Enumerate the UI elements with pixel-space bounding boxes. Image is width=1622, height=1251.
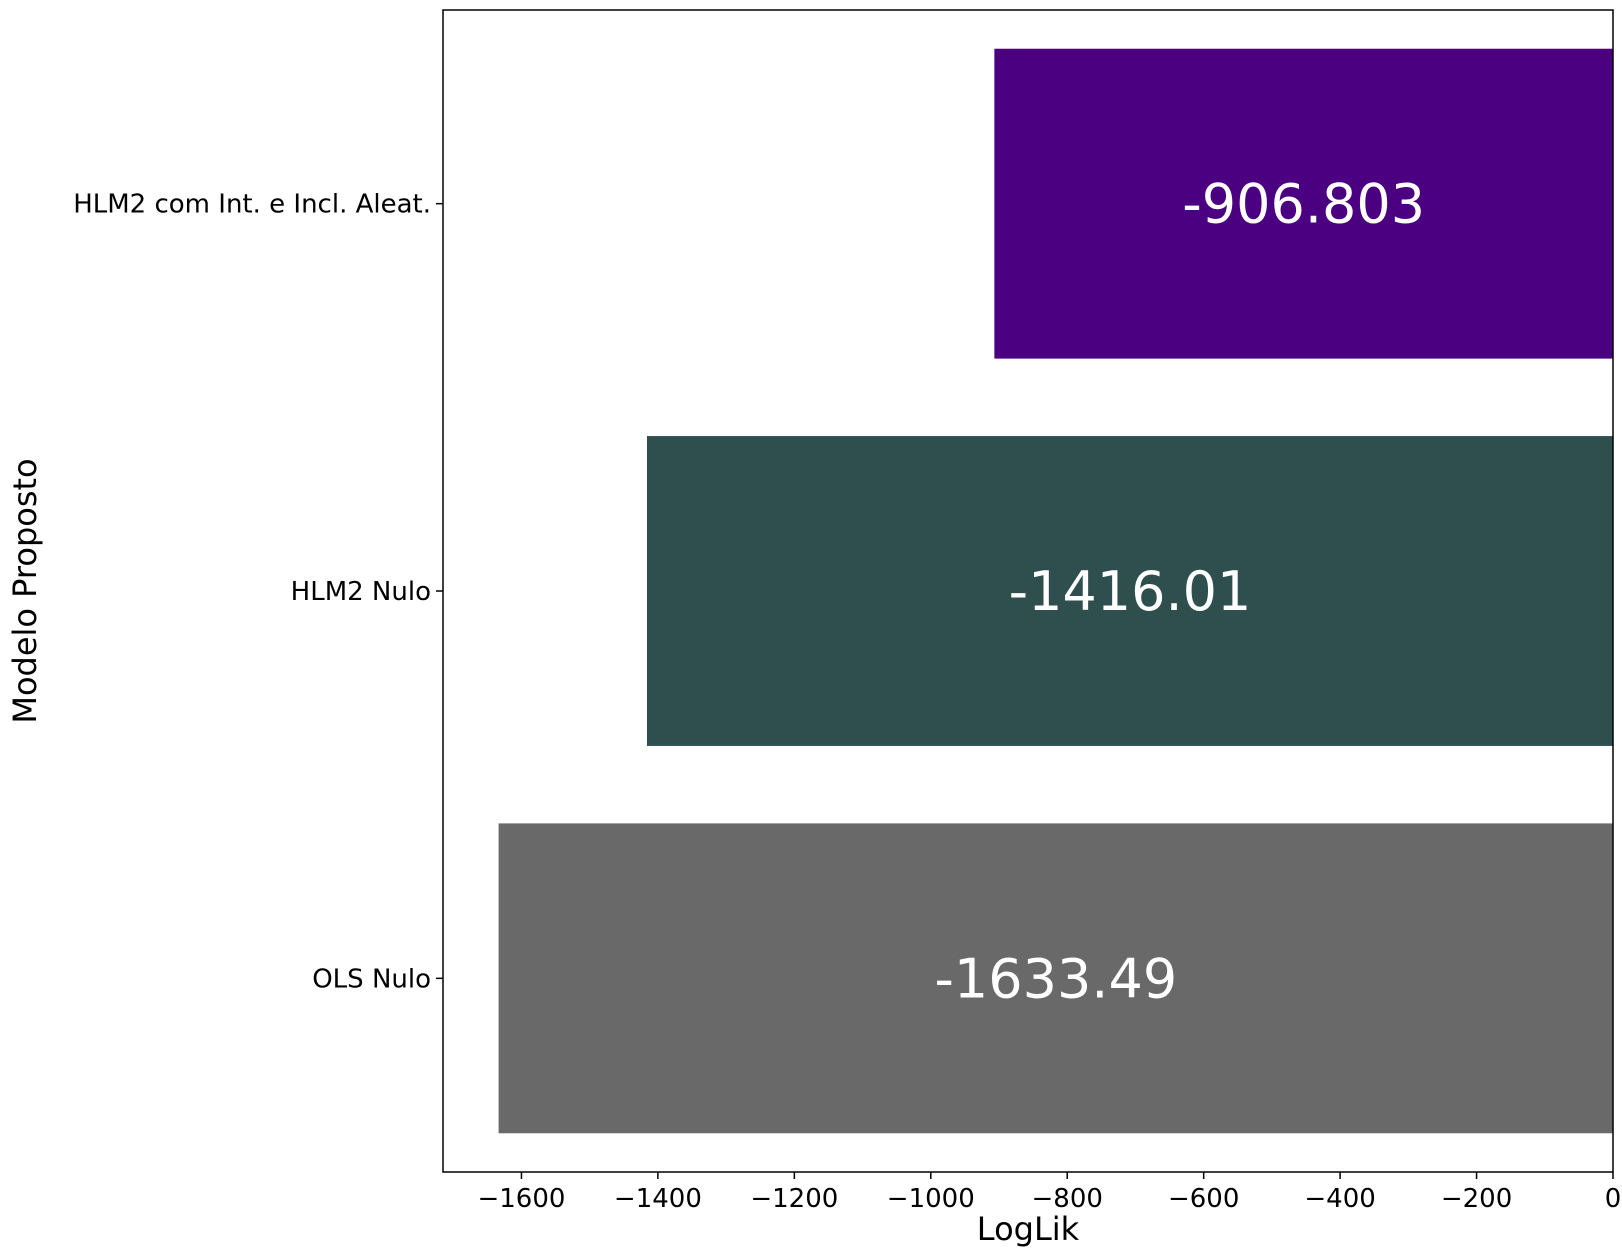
y-tick-label-2: HLM2 Nulo bbox=[291, 577, 431, 607]
x-axis: −1600 −1400 −1200 −1000 −800 −600 −400 −200 0 bbox=[477, 1172, 1621, 1214]
bar-value-label-2: -1416.01 bbox=[1009, 560, 1252, 623]
bar-1 bbox=[994, 48, 1613, 359]
x-tick-label-7: −400 bbox=[1304, 1184, 1375, 1214]
x-tick-label-1: −1600 bbox=[477, 1184, 565, 1214]
x-tick-label-9: 0 bbox=[1605, 1184, 1622, 1214]
y-axis-title: Modelo Proposto bbox=[6, 458, 44, 723]
y-axis: HLM2 com Int. e Incl. Aleat. HLM2 Nulo OLS… bbox=[73, 190, 443, 994]
bars-layer bbox=[498, 48, 1613, 1134]
x-tick-label-5: −800 bbox=[1032, 1184, 1103, 1214]
bar-value-label-1: -906.803 bbox=[1182, 173, 1425, 236]
x-tick-label-8: −200 bbox=[1441, 1184, 1512, 1214]
x-tick-label-4: −1000 bbox=[887, 1184, 975, 1214]
x-axis-title: LogLik bbox=[977, 1210, 1080, 1248]
bar-3 bbox=[498, 823, 1613, 1134]
x-tick-label-2: −1400 bbox=[614, 1184, 702, 1214]
y-tick-label-1: HLM2 com Int. e Incl. Aleat. bbox=[73, 190, 431, 220]
bar-value-label-3: -1633.49 bbox=[934, 947, 1177, 1010]
bar-2 bbox=[646, 436, 1613, 746]
x-tick-label-6: −600 bbox=[1168, 1184, 1239, 1214]
bar-labels-layer: -906.803 -1416.01 -1633.49 bbox=[934, 173, 1425, 1011]
y-tick-label-3: OLS Nulo bbox=[312, 964, 431, 994]
x-tick-label-3: −1200 bbox=[750, 1184, 838, 1214]
